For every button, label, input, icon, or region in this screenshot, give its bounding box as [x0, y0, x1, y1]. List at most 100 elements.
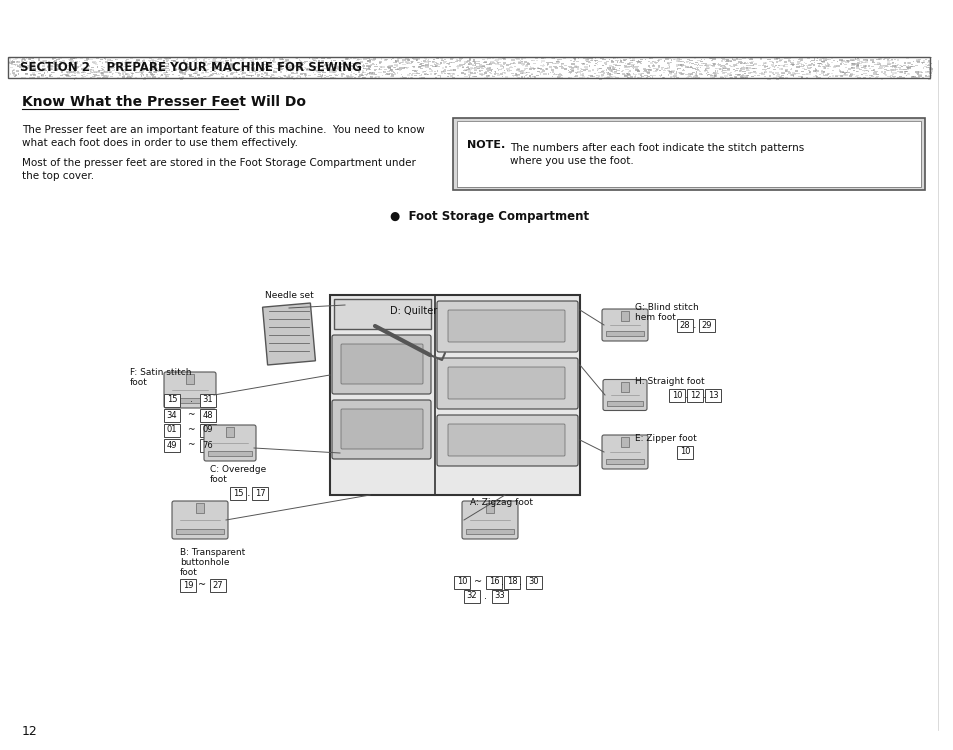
Bar [427, 74, 428, 75]
Bar [370, 64, 372, 65]
Bar [176, 58, 177, 60]
Bar [166, 65, 169, 67]
Bar [744, 68, 747, 69]
Bar [127, 76, 131, 78]
Bar [440, 73, 443, 74]
Bar [612, 70, 613, 72]
Bar [456, 65, 460, 67]
Bar [675, 70, 677, 72]
Bar [445, 66, 446, 68]
Bar [447, 63, 449, 64]
Bar [802, 65, 804, 66]
Bar [197, 74, 200, 76]
Bar [390, 69, 393, 70]
Bar [630, 60, 633, 62]
Text: 28: 28 [679, 320, 690, 329]
Bar [614, 71, 617, 73]
Bar [225, 58, 226, 59]
Bar [33, 74, 36, 76]
Bar [608, 59, 610, 61]
Bar [483, 61, 487, 62]
Bar [31, 57, 34, 58]
Bar [492, 590, 507, 602]
Bar [83, 70, 85, 72]
Bar [181, 76, 184, 78]
Bar [520, 58, 523, 60]
Bar [370, 76, 373, 77]
Bar [440, 73, 443, 74]
Bar [600, 74, 603, 76]
Bar [720, 68, 722, 70]
Bar [32, 68, 36, 69]
Bar [115, 59, 118, 60]
Bar [633, 74, 637, 75]
Bar [393, 62, 395, 64]
Text: 48: 48 [202, 410, 213, 419]
Bar [168, 63, 170, 64]
Bar [285, 62, 288, 63]
Bar [386, 73, 388, 74]
Bar [742, 67, 743, 68]
Bar [10, 63, 12, 64]
Bar [14, 75, 16, 76]
Bar [347, 76, 350, 77]
Bar [69, 62, 72, 64]
Bar [337, 66, 339, 68]
Bar [126, 78, 130, 80]
Bar [658, 60, 659, 62]
Bar [796, 62, 800, 64]
Bar [612, 69, 616, 70]
Bar [111, 78, 112, 79]
Bar [241, 74, 243, 75]
Bar [208, 78, 211, 79]
Bar [446, 62, 447, 64]
Bar [626, 63, 629, 64]
Bar [470, 68, 473, 69]
Bar [886, 63, 890, 64]
Bar [557, 77, 559, 79]
Bar [476, 73, 477, 74]
Bar [637, 70, 639, 73]
Bar [845, 59, 847, 61]
Bar [241, 60, 244, 62]
Bar [122, 76, 125, 78]
Bar [375, 66, 377, 67]
Bar [879, 58, 881, 60]
Text: The numbers after each foot indicate the stitch patterns: The numbers after each foot indicate the… [510, 143, 803, 153]
Bar [447, 76, 449, 77]
Bar [517, 76, 519, 78]
Bar [752, 71, 755, 73]
Bar [695, 69, 698, 70]
Bar [142, 78, 145, 80]
Text: 15: 15 [233, 488, 243, 497]
Bar [320, 70, 324, 73]
Bar [250, 59, 253, 61]
Bar [293, 78, 295, 80]
Bar [418, 76, 421, 78]
Bar [864, 75, 867, 76]
Bar [826, 68, 828, 70]
Bar [704, 64, 706, 66]
Bar [713, 72, 717, 73]
Bar [807, 64, 809, 65]
Bar [820, 70, 823, 71]
Bar [73, 71, 76, 72]
Bar [668, 71, 671, 73]
Bar [575, 75, 578, 76]
Text: the top cover.: the top cover. [22, 171, 94, 181]
Bar [429, 68, 432, 70]
Bar [81, 62, 83, 64]
Bar [718, 68, 720, 70]
Bar [338, 66, 342, 68]
Bar [210, 578, 226, 592]
Bar [658, 65, 659, 67]
Bar [80, 58, 83, 59]
Bar [135, 63, 137, 64]
Bar [43, 60, 47, 62]
Bar [824, 74, 828, 75]
Bar [660, 68, 662, 70]
Bar [401, 76, 402, 77]
Text: H: Straight foot: H: Straight foot [635, 377, 704, 386]
Bar [115, 73, 119, 74]
Bar [56, 67, 59, 68]
